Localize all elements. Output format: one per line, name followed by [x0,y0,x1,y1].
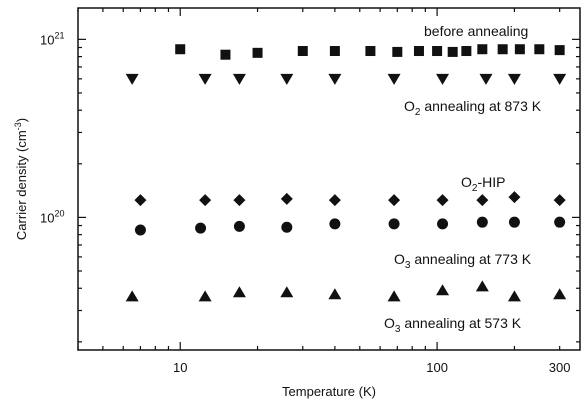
annotation-o2-hip: O2-HIP [461,174,505,194]
y-tick-label: 1021 [40,30,64,47]
data-point [220,49,231,60]
data-point [436,73,450,85]
data-point [508,216,520,228]
annotation-o2-873k: O2 annealing at 873 K [404,98,542,118]
data-point [476,216,488,228]
data-point [507,290,521,302]
data-point [198,290,212,302]
data-point [195,222,207,234]
data-point [436,194,449,207]
data-point [280,73,294,85]
data-point [281,221,293,233]
data-point [199,194,212,207]
data-point [198,73,212,85]
data-point [475,280,489,292]
tick-labels: 10 100 300 1020 1021 [40,30,571,375]
data-point [387,73,401,85]
data-point [477,44,488,55]
data-point [125,73,139,85]
plot-frame [77,7,581,351]
data-point [329,46,340,57]
data-point [297,46,308,57]
data-point [479,73,493,85]
data-point [413,46,424,57]
y-axis-title: Carrier density (cm-3) [13,118,29,240]
data-point [329,218,341,230]
data-point [280,192,293,205]
data-point [134,194,147,207]
annotation-o3-773k: O3 annealing at 773 K [394,251,532,271]
data-point [232,286,246,298]
data-point [447,46,458,57]
data-point [232,73,246,85]
data-point [553,194,566,207]
data-point [328,194,341,207]
data-point [508,191,521,204]
data-point [534,44,545,55]
data-point [507,73,521,85]
data-point [175,44,186,55]
series-annotations: before annealing O2 annealing at 873 K O… [384,23,542,335]
data-point [388,194,401,207]
data-point [553,288,567,300]
axis-ticks [77,8,580,350]
data-point [514,44,525,55]
data-point [497,44,508,55]
data-point [554,216,566,228]
annotation-o3-573k: O3 annealing at 573 K [384,315,522,335]
data-markers [125,44,567,302]
data-point [432,46,443,57]
data-point [461,46,472,57]
data-point [388,218,400,230]
data-point [328,288,342,300]
data-point [233,194,246,207]
data-point [554,45,565,56]
data-point [233,220,245,232]
data-point [252,47,263,58]
y-tick-label: 1020 [40,208,64,225]
data-point [134,224,146,236]
plot-border [77,7,581,351]
data-point [387,290,401,302]
data-point [280,286,294,298]
x-tick-label: 10 [173,360,187,375]
x-axis-title: Temperature (K) [282,384,376,399]
data-point [553,73,567,85]
data-point [437,218,449,230]
x-tick-label: 300 [549,360,571,375]
data-point [125,290,139,302]
annotation-before-annealing: before annealing [424,23,528,39]
data-point [476,194,489,207]
x-tick-label: 100 [426,360,448,375]
data-point [365,46,376,57]
data-point [392,46,403,57]
data-point [328,73,342,85]
data-point [436,284,450,296]
